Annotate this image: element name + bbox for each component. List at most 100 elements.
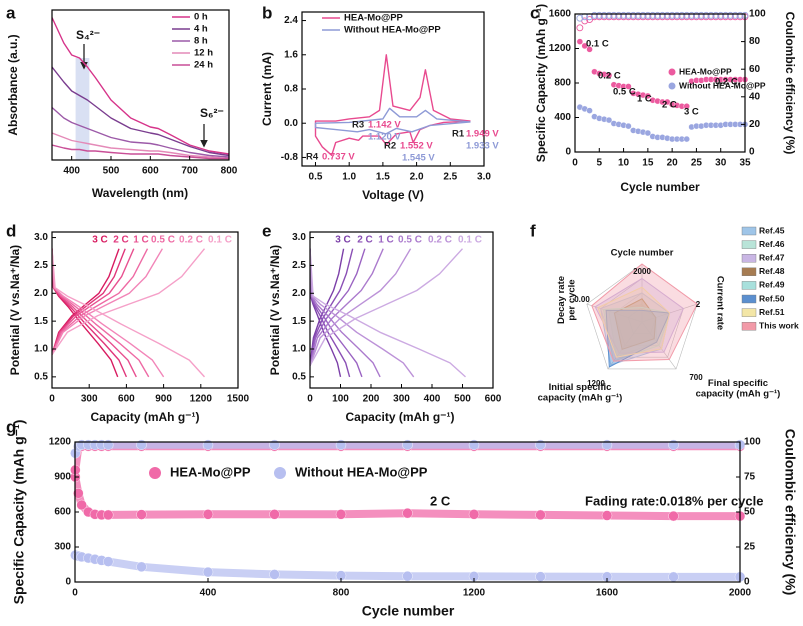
radar-tick-label: 1200	[587, 379, 605, 388]
legend-label: 2 C	[113, 235, 129, 246]
y2-axis-label: Coulombic efficiency (%)	[783, 12, 797, 155]
data-point	[625, 122, 632, 130]
data-point	[600, 11, 608, 19]
annotation: Fading rate:0.018% per cycle	[585, 493, 763, 508]
legend-label: 0.1 C	[208, 235, 232, 246]
series-line	[52, 66, 229, 157]
legend-label: Ref.47	[759, 252, 785, 262]
data-point	[601, 510, 613, 521]
series-line	[52, 106, 229, 158]
data-point	[335, 439, 347, 450]
data-point	[605, 116, 613, 124]
x-tick-label: 1600	[596, 588, 619, 599]
y2-tick-label: 50	[744, 507, 756, 518]
y-axis-label: Absorbance (a.u.)	[6, 34, 20, 135]
x-tick-label: 2000	[729, 588, 752, 599]
legend-label: Ref.45	[759, 225, 785, 235]
x-tick-label: 100	[332, 394, 349, 405]
data-point	[535, 509, 546, 521]
annotation: 1 C	[637, 94, 652, 105]
data-point	[76, 499, 87, 511]
legend-marker	[149, 467, 161, 479]
series-line	[52, 248, 206, 378]
data-point	[663, 11, 671, 19]
data-point	[639, 11, 647, 19]
legend-label: HEA-Mo@PP	[344, 13, 404, 24]
data-point	[668, 439, 679, 450]
data-point	[736, 11, 744, 19]
radar-area	[597, 286, 671, 358]
y-tick-label: 3.0	[34, 232, 48, 243]
y-tick-label: 0	[565, 147, 571, 158]
data-point	[688, 11, 696, 19]
data-point	[683, 103, 690, 110]
annotation: R1	[452, 129, 465, 140]
data-point	[625, 83, 632, 90]
data-point	[629, 11, 637, 19]
data-point	[402, 507, 413, 519]
data-point	[668, 571, 679, 583]
x-tick-label: 500	[103, 166, 120, 177]
data-point	[576, 24, 584, 32]
y-tick-label: 900	[54, 472, 71, 483]
legend-label: HEA-Mo@PP	[679, 66, 732, 76]
data-point	[615, 11, 623, 19]
x-tick-label: 800	[333, 588, 350, 599]
annotation: R3	[352, 120, 364, 131]
x-axis-label: Voltage (V)	[362, 188, 424, 202]
x-tick-label: 0	[307, 394, 313, 405]
data-point	[335, 509, 347, 520]
series-line	[52, 17, 229, 155]
x-axis-label: Wavelength (nm)	[92, 186, 188, 200]
data-point	[103, 439, 114, 450]
data-point	[586, 46, 593, 53]
legend-label: 0.2 C	[179, 235, 203, 246]
x-tick-label: 400	[424, 394, 441, 405]
data-point	[707, 11, 715, 19]
x-axis-label: Capacity (mAh g⁻¹)	[345, 410, 454, 424]
x-tick-label: 5	[597, 158, 603, 169]
annotation: 0.2 C	[715, 77, 738, 88]
y2-tick-label: 60	[749, 64, 761, 75]
y-tick-label: 800	[554, 78, 571, 89]
data-point	[726, 11, 734, 19]
y-tick-label: 1.0	[292, 344, 306, 355]
data-point	[202, 509, 214, 520]
x-tick-label: 10	[618, 158, 630, 169]
legend-label: Without HEA-Mo@PP	[295, 464, 428, 479]
x-tick-label: 800	[221, 166, 238, 177]
legend-label: This work	[759, 320, 799, 330]
radar-axis-name: Decay rateper cycle	[555, 276, 577, 324]
data-point	[605, 11, 613, 19]
x-tick-label: 600	[485, 394, 502, 405]
legend-swatch	[741, 240, 757, 249]
legend-label: Ref.46	[759, 239, 785, 249]
data-point	[644, 129, 652, 137]
data-point	[535, 571, 546, 582]
y-tick-label: 2.5	[34, 260, 48, 271]
x-tick-label: 1.5	[376, 172, 390, 183]
legend-label: 12 h	[194, 48, 213, 59]
annotation: S₆²⁻	[200, 106, 224, 120]
y2-tick-label: 20	[749, 119, 761, 130]
data-point	[658, 11, 666, 19]
radar-tick-label: 2000	[633, 267, 651, 276]
x-tick-label: 700	[181, 166, 198, 177]
y-tick-label: 3.0	[292, 232, 306, 243]
x-axis-label: Cycle number	[620, 180, 700, 194]
annotation: 1.552 V	[400, 141, 433, 152]
data-point	[722, 11, 730, 19]
data-point	[649, 11, 657, 19]
legend-swatch	[741, 308, 757, 317]
data-point	[654, 11, 662, 19]
panel-letter: g	[6, 417, 16, 436]
legend-marker	[274, 467, 286, 479]
data-point	[576, 38, 584, 45]
data-point	[624, 11, 632, 19]
legend-label: 1 C	[378, 235, 394, 246]
data-point	[103, 509, 114, 521]
data-point	[712, 11, 720, 19]
y-tick-label: 300	[54, 542, 71, 553]
series-line	[52, 144, 229, 160]
plot-frame	[51, 231, 239, 389]
